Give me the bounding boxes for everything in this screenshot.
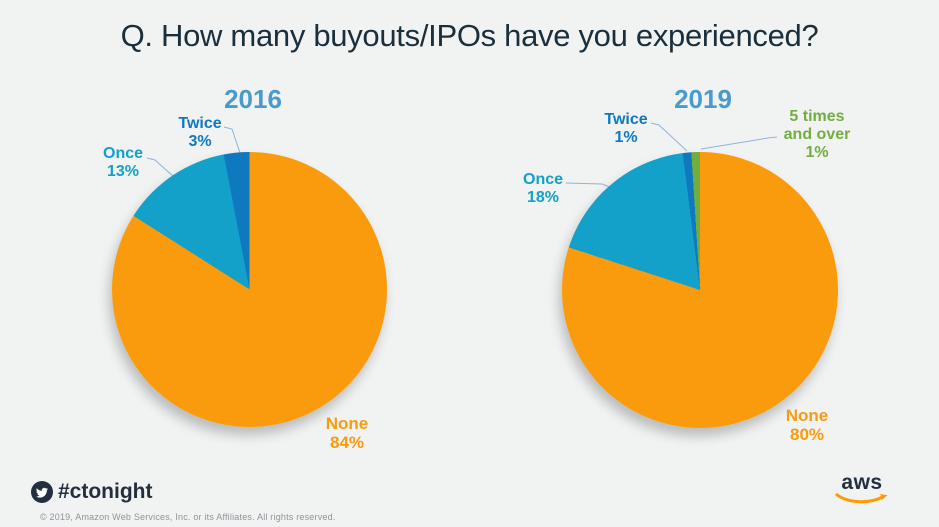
pie-label-five-times-2019: 5 times and over 1% <box>784 108 851 162</box>
chart-title-2016: 2016 <box>224 84 282 114</box>
pie-2016 <box>112 152 387 427</box>
pie-label-none-2019: None 80% <box>786 406 829 444</box>
pie-label-line: None <box>785 406 829 425</box>
hashtag-badge: #ctonight <box>31 480 153 504</box>
pie-label-none-2016: None 84% <box>326 414 369 452</box>
pie-label-line: Once <box>102 145 144 162</box>
copyright-text: © 2019, Amazon Web Services, Inc. or its… <box>40 512 336 522</box>
aws-logo-text: aws <box>841 471 883 494</box>
pie-label-line: 1% <box>805 144 829 161</box>
pie-label-line: Once <box>522 171 564 188</box>
pie-label-line: None <box>325 414 369 433</box>
aws-logo: aws <box>833 472 891 505</box>
twitter-icon <box>31 481 53 503</box>
chart-title-2019: 2019 <box>674 84 732 114</box>
slide-title: Q. How many buyouts/IPOs have you experi… <box>120 18 819 53</box>
hashtag-text: #ctonight <box>58 480 153 503</box>
pie-label-line: Twice <box>604 111 648 128</box>
pie-label-once-2016: Once 13% <box>103 145 143 181</box>
pie-label-line: 5 times <box>789 108 845 125</box>
pie-label-line: and over <box>783 126 851 143</box>
pie-label-once-2019: Once 18% <box>523 171 563 207</box>
pie-2019 <box>562 152 838 428</box>
pie-label-line: 18% <box>526 189 560 206</box>
pie-label-line: 80% <box>789 425 825 444</box>
pie-label-line: 1% <box>614 129 638 146</box>
pie-label-line: Twice <box>178 115 222 132</box>
pie-label-twice-2016: Twice 3% <box>178 115 221 151</box>
pie-label-line: 13% <box>106 163 140 180</box>
pie-label-twice-2019: Twice 1% <box>604 111 647 147</box>
pie-label-line: 3% <box>188 133 212 150</box>
pie-label-line: 84% <box>329 433 365 452</box>
aws-smile-icon <box>835 493 888 504</box>
